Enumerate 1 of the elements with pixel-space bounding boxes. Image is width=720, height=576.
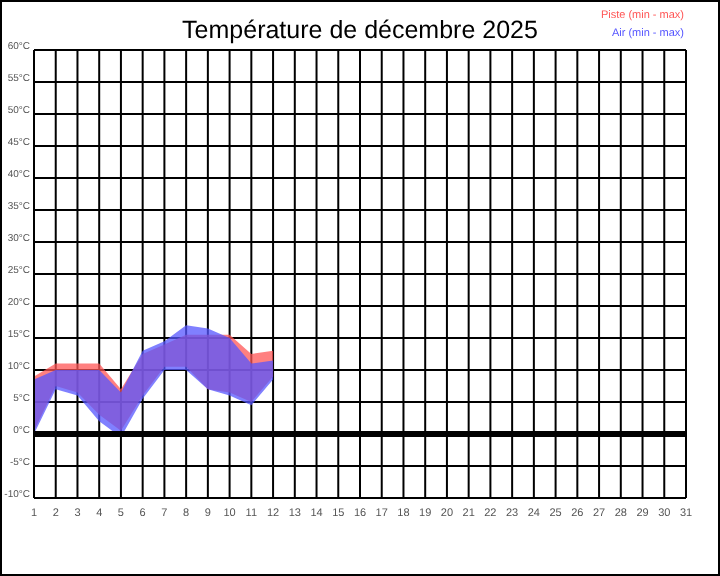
chart-title: Température de décembre 2025 — [182, 16, 538, 44]
